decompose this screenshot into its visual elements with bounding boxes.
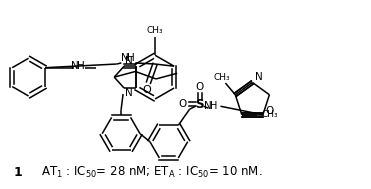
Text: H: H xyxy=(128,53,135,63)
Text: O: O xyxy=(142,84,151,94)
Text: N: N xyxy=(121,53,129,63)
Text: S: S xyxy=(195,98,204,111)
Text: CH₃: CH₃ xyxy=(213,73,230,82)
Text: AT$_1$ : IC$_{50}$= 28 nM; ET$_\mathrm{A}$ : IC$_{50}$= 10 nM.: AT$_1$ : IC$_{50}$= 28 nM; ET$_\mathrm{A… xyxy=(40,165,262,180)
Text: H: H xyxy=(210,101,217,111)
Text: CH₃: CH₃ xyxy=(147,26,164,35)
Text: O: O xyxy=(265,106,273,116)
Text: H: H xyxy=(77,61,85,71)
Text: O: O xyxy=(178,99,187,109)
Text: CH₃: CH₃ xyxy=(262,110,278,119)
Text: N: N xyxy=(204,101,211,111)
Text: N: N xyxy=(71,61,79,71)
Text: N: N xyxy=(125,56,133,66)
Text: 1: 1 xyxy=(14,166,22,179)
Text: N: N xyxy=(125,88,133,98)
Text: O: O xyxy=(196,82,204,92)
Text: N: N xyxy=(256,72,263,82)
